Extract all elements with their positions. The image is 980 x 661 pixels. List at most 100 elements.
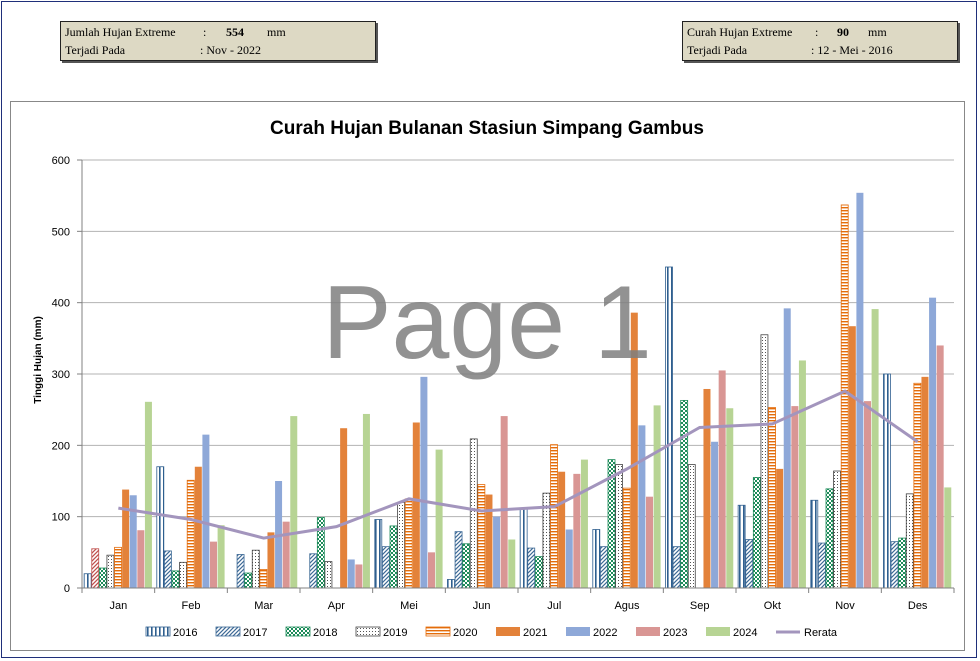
bar-2019-agus [615, 464, 623, 589]
bar-2016-mei [374, 519, 383, 589]
bar-2020-mei [404, 498, 413, 589]
bar-2017-jan [91, 548, 100, 589]
bar-2019-jun [469, 438, 478, 589]
bar-2017-agus [600, 546, 608, 589]
x-tick-label: Jun [473, 600, 491, 612]
page-watermark: Page 1 [322, 265, 652, 381]
bar-2020-feb [186, 479, 195, 589]
bar-2021-des [921, 376, 929, 588]
bar-2019-jan [106, 554, 115, 589]
bar-2024-jun [508, 539, 516, 588]
bar-2019-sep [687, 464, 696, 589]
bar-2024-mei [435, 449, 443, 588]
bar-2022-jun [493, 516, 501, 588]
bar-2017-feb [163, 550, 172, 589]
bar-2020-des [913, 382, 922, 589]
bar-2018-des [898, 537, 907, 589]
bar-2022-jul [565, 529, 573, 588]
bar-2024-mar [290, 416, 298, 588]
bar-2018-jul [534, 556, 543, 589]
legend-label-2024: 2024 [733, 627, 757, 639]
legend-swatch-2018 [285, 626, 311, 637]
y-tick-label: 300 [52, 369, 70, 381]
bar-2019-des [905, 493, 914, 589]
bar-2019-nov [833, 470, 841, 589]
x-tick-label: Feb [182, 600, 201, 612]
extreme-total-label: Jumlah Hujan Extreme [65, 25, 176, 39]
legend-label-rerata: Rerata [804, 627, 838, 639]
legend-swatch-2016 [145, 626, 171, 637]
bar-2018-nov [825, 488, 834, 589]
extreme-daily-label: Curah Hujan Extreme [687, 25, 793, 39]
legend-label-2022: 2022 [593, 627, 617, 639]
bar-2017-des [890, 541, 899, 589]
bar-2023-mar [282, 521, 290, 588]
x-tick-label: Mei [400, 600, 418, 612]
bar-2022-nov [856, 192, 864, 588]
y-tick-label: 600 [52, 155, 70, 167]
bar-2022-des [929, 297, 937, 588]
bar-2017-nov [818, 542, 826, 589]
bar-2020-jun [477, 484, 486, 589]
bar-2018-jun [462, 543, 471, 589]
bar-2021-jul [558, 471, 566, 588]
bar-2022-jan [129, 495, 137, 588]
bar-2023-okt [791, 406, 799, 588]
extreme-total-date-label: Terjadi Pada [65, 43, 126, 57]
bar-2024-okt [798, 360, 806, 588]
legend-swatch-2022 [566, 627, 590, 636]
extreme-daily-colon: : [815, 25, 819, 39]
bar-2021-jan [122, 489, 130, 588]
bar-2024-des [944, 487, 952, 588]
bar-2021-agus [630, 312, 638, 588]
bar-2022-apr [347, 559, 355, 588]
bar-2017-jul [527, 547, 536, 589]
extreme-daily-unit: mm [868, 25, 887, 39]
bar-2023-agus [646, 496, 653, 588]
bar-2019-mei [397, 501, 406, 589]
bar-2024-nov [871, 309, 879, 588]
bar-2019-apr [324, 561, 333, 589]
bar-2022-mei [420, 376, 428, 588]
bar-2022-feb [202, 434, 210, 588]
bar-2023-jun [500, 416, 508, 588]
bar-2016-okt [737, 504, 746, 589]
extreme-total-date-value: : Nov - 2022 [200, 43, 261, 57]
bar-2018-jan [98, 567, 107, 589]
bar-2020-mar [259, 569, 268, 589]
legend-swatch-2021 [496, 627, 520, 636]
bar-2021-jun [485, 494, 493, 588]
legend-swatch-2017 [215, 626, 241, 637]
chart-area: 0 100 200 300 400 500 600 Jan Feb Mar Apr Mei Jun Jul… [10, 101, 965, 651]
bar-2023-jul [573, 473, 581, 588]
bar-2016-agus [592, 529, 601, 589]
bar-2017-jun [454, 531, 463, 589]
legend-label-2020: 2020 [453, 627, 477, 639]
bar-2017-mei [381, 546, 390, 589]
bar-2020-nov [840, 204, 849, 589]
bar-2017-apr [309, 553, 318, 589]
legend-label-2017: 2017 [243, 627, 267, 639]
chart-title: Curah Hujan Bulanan Stasiun Simpang Gamb… [270, 118, 704, 139]
bar-2018-mei [389, 525, 398, 589]
bar-2024-jan [144, 401, 152, 588]
legend-swatch-2024 [706, 627, 730, 636]
legend-label-2016: 2016 [173, 627, 197, 639]
legend-label-2021: 2021 [523, 627, 547, 639]
bar-2023-apr [355, 564, 363, 588]
bar-2016-feb [156, 466, 165, 589]
bar-2024-agus [653, 405, 661, 588]
bar-2017-sep [672, 546, 681, 589]
x-tick-label: Jul [547, 600, 561, 612]
x-tick-label: Jan [109, 600, 127, 612]
bar-2024-jul [580, 459, 588, 588]
bar-2021-okt [776, 468, 784, 588]
bar-2023-nov [864, 401, 871, 588]
x-tick-label: Nov [835, 600, 855, 612]
extreme-daily-date-value: : 12 - Mei - 2016 [811, 43, 893, 57]
y-tick-label: 0 [64, 583, 70, 595]
bar-2022-okt [783, 308, 791, 588]
bar-2023-des [936, 345, 944, 588]
bar-2024-feb [217, 525, 225, 588]
bar-2023-jan [137, 530, 145, 588]
